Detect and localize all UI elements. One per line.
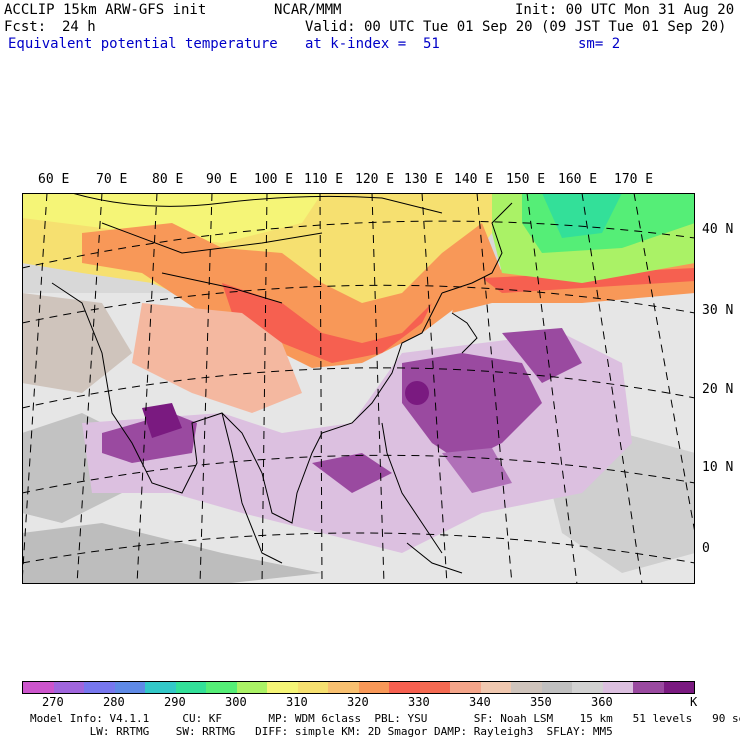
org-label: NCAR/MMM bbox=[274, 2, 342, 18]
lon-label: 60 E bbox=[38, 172, 70, 187]
colorbar-tick: 300 bbox=[225, 695, 247, 709]
field-name: Equivalent potential temperature bbox=[8, 36, 278, 52]
colorbar-swatch bbox=[602, 682, 633, 693]
colorbar-tick: 350 bbox=[530, 695, 552, 709]
colorbar-swatch bbox=[267, 682, 298, 693]
colorbar-swatch bbox=[389, 682, 420, 693]
lon-label: 130 E bbox=[404, 172, 444, 187]
lon-label: 120 E bbox=[355, 172, 395, 187]
colorbar-tick: 270 bbox=[42, 695, 64, 709]
lat-label: 30 N bbox=[702, 303, 734, 318]
theta-e-map bbox=[22, 193, 695, 584]
colorbar-swatch bbox=[633, 682, 664, 693]
colorbar-swatch bbox=[23, 682, 54, 693]
orange-band bbox=[82, 223, 502, 368]
colorbar-swatch bbox=[53, 682, 84, 693]
lon-label: 170 E bbox=[614, 172, 654, 187]
model-info-line2: LW: RRTMG SW: RRTMG DIFF: simple KM: 2D … bbox=[30, 725, 613, 738]
model-title: ACCLIP 15km ARW-GFS init bbox=[4, 2, 207, 18]
colorbar-swatch bbox=[145, 682, 176, 693]
colorbar-swatch bbox=[206, 682, 237, 693]
colorbar-tick: 360 bbox=[591, 695, 613, 709]
colorbar-swatch bbox=[175, 682, 206, 693]
colorbar-tick: 280 bbox=[103, 695, 125, 709]
lon-label: 80 E bbox=[152, 172, 184, 187]
model-info-line1: Model Info: V4.1.1 CU: KF MP: WDM 6class… bbox=[30, 712, 740, 725]
lon-label: 140 E bbox=[454, 172, 494, 187]
lon-label: 150 E bbox=[506, 172, 546, 187]
map-frame bbox=[22, 193, 695, 584]
colorbar-swatch bbox=[663, 682, 694, 693]
lat-label: 10 N bbox=[702, 460, 734, 475]
typhoon-region bbox=[402, 353, 542, 463]
colorbar-tick: 340 bbox=[469, 695, 491, 709]
lat-label: 20 N bbox=[702, 382, 734, 397]
colorbar-swatch bbox=[358, 682, 389, 693]
lon-label: 100 E bbox=[254, 172, 294, 187]
lon-label: 160 E bbox=[558, 172, 598, 187]
colorbar-swatch bbox=[541, 682, 572, 693]
colorbar-swatch bbox=[480, 682, 511, 693]
colorbar-tick: 330 bbox=[408, 695, 430, 709]
colorbar-tick: 320 bbox=[347, 695, 369, 709]
colorbar-swatch bbox=[84, 682, 115, 693]
colorbar-tick: 290 bbox=[164, 695, 186, 709]
colorbar-swatch bbox=[450, 682, 481, 693]
colorbar-unit: K bbox=[690, 695, 698, 709]
colorbar-swatch bbox=[419, 682, 450, 693]
colorbar-tick: 310 bbox=[286, 695, 308, 709]
fcst-value: 24 h bbox=[62, 19, 96, 35]
lon-label: 90 E bbox=[206, 172, 238, 187]
lat-label: 0 bbox=[702, 541, 710, 556]
colorbar-swatch bbox=[297, 682, 328, 693]
lat-label: 40 N bbox=[702, 222, 734, 237]
colorbar bbox=[22, 681, 695, 694]
colorbar-swatch bbox=[328, 682, 359, 693]
lon-label: 70 E bbox=[96, 172, 128, 187]
init-time: Init: 00 UTC Mon 31 Aug 20 bbox=[515, 2, 735, 18]
colorbar-swatch bbox=[511, 682, 542, 693]
level-info: at k-index = 51 bbox=[305, 36, 440, 52]
colorbar-swatch bbox=[572, 682, 603, 693]
colorbar-swatch bbox=[236, 682, 267, 693]
lon-label: 110 E bbox=[304, 172, 344, 187]
colorbar-swatch bbox=[114, 682, 145, 693]
smooth-info: sm= 2 bbox=[578, 36, 621, 52]
valid-time: Valid: 00 UTC Tue 01 Sep 20 (09 JST Tue … bbox=[305, 19, 727, 35]
fcst-label: Fcst: bbox=[4, 19, 47, 35]
